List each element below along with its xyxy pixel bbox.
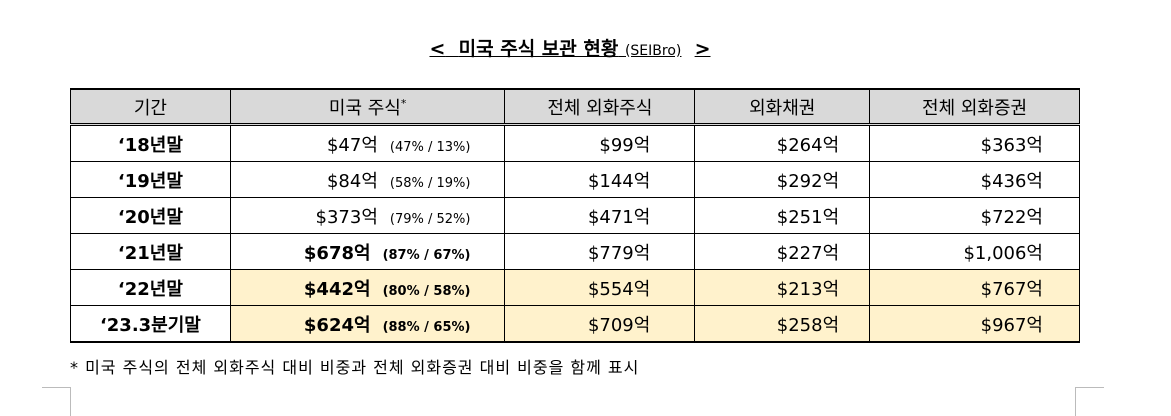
period-cell: ‘23.3분기말 <box>70 305 231 343</box>
foreign-bond-cell: $213억 <box>694 269 871 306</box>
period-cell: ‘22년말 <box>70 269 231 306</box>
corner-mark <box>1075 387 1104 416</box>
foreign-stock-cell: $99억 <box>504 124 696 162</box>
title: < 미국 주식 보관 현황 (SEIBro) > <box>0 34 1140 61</box>
amount: $624억 <box>303 314 371 336</box>
foreign-bond-cell: $264억 <box>694 124 871 162</box>
title-close: > <box>694 38 711 60</box>
header-cell: 미국 주식* <box>229 88 506 126</box>
header-text: 미국 주식 <box>328 97 401 119</box>
header-cell: 외화채권 <box>694 88 871 126</box>
us-stock-cell: $624억 (88% / 65%) <box>229 305 506 343</box>
foreign-securities-cell: $363억 <box>869 124 1080 162</box>
us-stock-cell: $442억 (80% / 58%) <box>229 269 506 306</box>
header-cell: 전체 외화주식 <box>504 88 696 126</box>
data-table: 기간 미국 주식* 전체 외화주식 외화채권 전체 외화증권 ‘18년말 $47억 (47%… <box>70 88 1080 343</box>
header-text: 외화채권 <box>749 97 816 119</box>
amount: $47억 <box>326 134 378 156</box>
table-row: ‘23.3분기말 $624억 (88% / 65%) $709억 $258억 $967억 <box>70 305 1080 343</box>
foreign-bond-cell: $227억 <box>694 233 871 270</box>
ratio: (79% / 52%) <box>389 211 471 227</box>
foreign-bond-cell: $258억 <box>694 305 871 343</box>
us-stock-cell: $84억 (58% / 19%) <box>229 161 506 198</box>
foreign-bond-cell: $251억 <box>694 197 871 234</box>
table-body: ‘18년말 $47억 (47% / 13%) $99억 $264억 $363억 ‘19년말 $… <box>70 124 1080 343</box>
foreign-securities-cell: $1,006억 <box>869 233 1080 270</box>
ratio: (80% / 58%) <box>382 283 471 299</box>
ratio: (87% / 67%) <box>382 247 471 263</box>
ratio: (58% / 19%) <box>389 175 471 191</box>
amount: $442억 <box>303 278 371 300</box>
foreign-securities-cell: $436억 <box>869 161 1080 198</box>
footnote: * 미국 주식의 전체 외화주식 대비 비중과 전체 외화증권 대비 비중을 함… <box>70 358 640 377</box>
corner-mark <box>42 387 71 416</box>
foreign-securities-cell: $722억 <box>869 197 1080 234</box>
amount: $373억 <box>315 206 378 228</box>
foreign-stock-cell: $554억 <box>504 269 696 306</box>
period-cell: ‘18년말 <box>70 124 231 162</box>
table-row: ‘22년말 $442억 (80% / 58%) $554억 $213억 $767억 <box>70 269 1080 306</box>
us-stock-cell: $47억 (47% / 13%) <box>229 124 506 162</box>
us-stock-cell: $678억 (87% / 67%) <box>229 233 506 270</box>
foreign-securities-cell: $767억 <box>869 269 1080 306</box>
foreign-stock-cell: $709억 <box>504 305 696 343</box>
table-row: ‘19년말 $84억 (58% / 19%) $144억 $292억 $436억 <box>70 161 1080 198</box>
title-text: 미국 주식 보관 현황 <box>458 38 619 60</box>
title-source: (SEIBro) <box>624 43 682 59</box>
title-open: < <box>429 38 446 60</box>
header-cell: 기간 <box>70 88 231 126</box>
period-cell: ‘20년말 <box>70 197 231 234</box>
period-cell: ‘19년말 <box>70 161 231 198</box>
amount: $678억 <box>303 242 371 264</box>
amount: $84억 <box>326 170 378 192</box>
foreign-bond-cell: $292억 <box>694 161 871 198</box>
header-note: * <box>400 96 407 110</box>
us-stock-cell: $373억 (79% / 52%) <box>229 197 506 234</box>
ratio: (47% / 13%) <box>389 139 471 155</box>
table-row: ‘20년말 $373억 (79% / 52%) $471억 $251억 $722억 <box>70 197 1080 234</box>
foreign-stock-cell: $471억 <box>504 197 696 234</box>
header-text: 전체 외화증권 <box>922 97 1028 119</box>
table-row: ‘18년말 $47억 (47% / 13%) $99억 $264억 $363억 <box>70 124 1080 162</box>
header-text: 전체 외화주식 <box>547 97 653 119</box>
ratio: (88% / 65%) <box>382 319 471 335</box>
foreign-stock-cell: $144억 <box>504 161 696 198</box>
foreign-stock-cell: $779억 <box>504 233 696 270</box>
header-cell: 전체 외화증권 <box>869 88 1080 126</box>
foreign-securities-cell: $967억 <box>869 305 1080 343</box>
table-row: ‘21년말 $678억 (87% / 67%) $779억 $227억 $1,006억 <box>70 233 1080 270</box>
header-row: 기간 미국 주식* 전체 외화주식 외화채권 전체 외화증권 <box>70 88 1080 126</box>
period-cell: ‘21년말 <box>70 233 231 270</box>
header-text: 기간 <box>133 97 167 119</box>
